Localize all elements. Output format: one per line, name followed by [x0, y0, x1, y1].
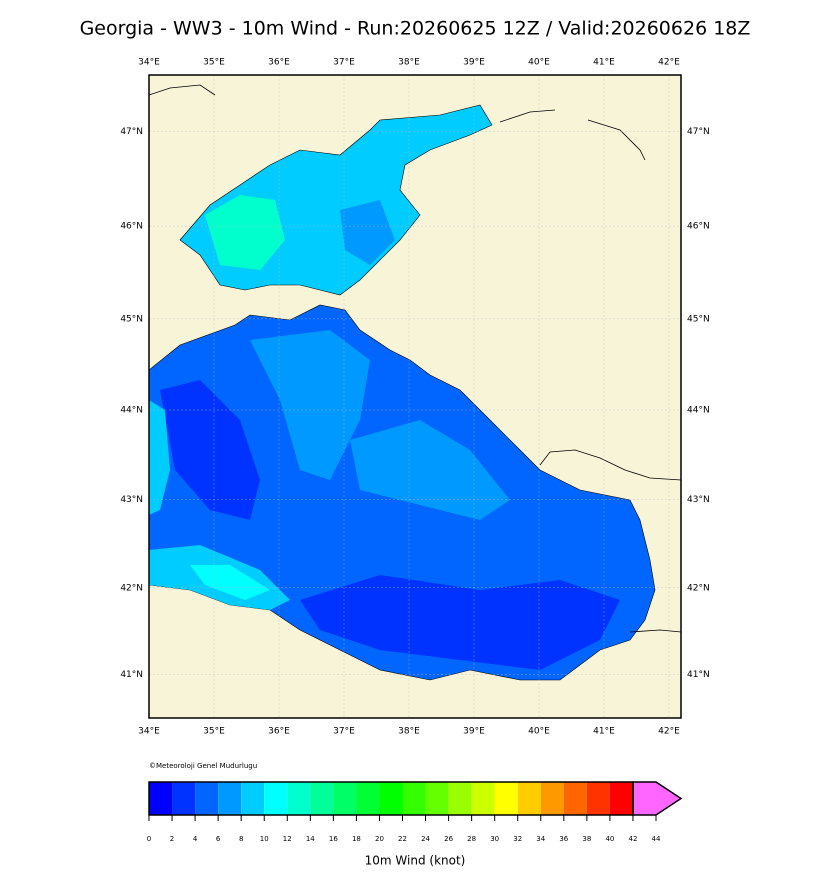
lon-label-top: 39°E: [463, 58, 485, 68]
colorbar-tick-label: 26: [444, 835, 453, 843]
colorbar-segment: [586, 782, 610, 815]
sea-wind-patch: [350, 420, 510, 520]
sea-calm-patch: [300, 575, 620, 670]
colorbar-segment: [241, 782, 265, 815]
lat-label-left: 46°N: [120, 222, 143, 232]
colorbar-segment: [471, 782, 495, 815]
colorbar-segment: [609, 782, 633, 815]
colorbar-tick-label: 8: [239, 835, 243, 843]
lon-label-bottom: 36°E: [268, 727, 290, 737]
map: [149, 75, 681, 718]
lon-label-top: 38°E: [398, 58, 420, 68]
lat-label-right: 41°N: [687, 670, 710, 680]
lon-label-bottom: 34°E: [138, 727, 160, 737]
lat-label-right: 45°N: [687, 314, 710, 324]
colorbar-tick-label: 16: [329, 835, 338, 843]
lon-label-bottom: 40°E: [528, 727, 550, 737]
colorbar-segment: [517, 782, 541, 815]
colorbar-tick-label: 20: [375, 835, 384, 843]
colorbar-tick-label: 4: [193, 835, 198, 843]
coastline: [629, 629, 681, 633]
colorbar-tick-label: 6: [216, 835, 221, 843]
lat-label-right: 44°N: [687, 406, 710, 416]
colorbar-tick-label: 44: [652, 835, 661, 843]
coastline: [499, 109, 556, 123]
colorbar-tick-label: 38: [582, 835, 591, 843]
colorbar-tick-label: 18: [352, 835, 361, 843]
lat-label-right: 42°N: [687, 583, 710, 593]
colorbar-segment: [149, 782, 173, 815]
lat-label-right: 43°N: [687, 495, 710, 505]
colorbar-tick-label: 14: [306, 835, 315, 843]
colorbar-extend: [632, 781, 683, 816]
colorbar-tick-label: 22: [398, 835, 407, 843]
colorbar-segment: [287, 782, 311, 815]
colorbar-segment: [379, 782, 403, 815]
lat-label-right: 46°N: [687, 222, 710, 232]
title: Georgia - WW3 - 10m Wind - Run:20260625 …: [80, 18, 751, 40]
colorbar-segment: [195, 782, 219, 815]
lat-label-left: 44°N: [120, 406, 143, 416]
colorbar-tick-label: 42: [628, 835, 637, 843]
copyright: ©Meteoroloji Genel Mudurlugu: [149, 762, 257, 770]
lon-label-top: 36°E: [268, 58, 290, 68]
colorbar-segment: [540, 782, 564, 815]
colorbar-tick-label: 0: [147, 835, 151, 843]
colorbar-segment: [356, 782, 380, 815]
colorbar-tick-label: 40: [605, 835, 614, 843]
lon-label-top: 37°E: [333, 58, 355, 68]
colorbar-segment: [425, 782, 449, 815]
colorbar-tick-label: 32: [513, 835, 522, 843]
colorbar-segment: [494, 782, 518, 815]
colorbar-tick-label: 30: [490, 835, 499, 843]
colorbar-segment: [448, 782, 472, 815]
lat-label-left: 45°N: [120, 314, 143, 324]
lon-label-top: 34°E: [138, 58, 160, 68]
colorbar-tick-label: 12: [283, 835, 292, 843]
map-frame: [148, 74, 682, 719]
colorbar-frame: [148, 781, 634, 816]
lon-label-bottom: 41°E: [593, 727, 615, 737]
lon-label-top: 35°E: [203, 58, 225, 68]
colorbar-tick-label: 2: [170, 835, 174, 843]
sea-wind-patch: [250, 330, 370, 480]
azov-wind-patch: [205, 195, 285, 270]
lat-label-left: 42°N: [120, 583, 143, 593]
lon-label-bottom: 37°E: [333, 727, 355, 737]
lat-label-left: 41°N: [120, 670, 143, 680]
lon-label-bottom: 35°E: [203, 727, 225, 737]
colorbar-segment: [172, 782, 196, 815]
lon-label-top: 40°E: [528, 58, 550, 68]
colorbar-segment: [264, 782, 288, 815]
colorbar-segment: [402, 782, 426, 815]
lon-label-top: 41°E: [593, 58, 615, 68]
colorbar-label: 10m Wind (knot): [365, 854, 466, 868]
lat-label-left: 43°N: [120, 495, 143, 505]
lon-label-bottom: 42°E: [658, 727, 680, 737]
lon-label-bottom: 39°E: [463, 727, 485, 737]
lat-label-left: 47°N: [120, 127, 143, 137]
colorbar-tick-label: 10: [260, 835, 269, 843]
sea-calm-patch: [160, 380, 260, 520]
coastline: [149, 84, 216, 96]
colorbar-segment: [333, 782, 357, 815]
lon-label-top: 42°E: [658, 58, 680, 68]
colorbar-tick-label: 36: [559, 835, 568, 843]
lat-label-right: 47°N: [687, 127, 710, 137]
lon-label-bottom: 38°E: [398, 727, 420, 737]
sea-wind-patch: [149, 400, 170, 515]
colorbar-segment: [563, 782, 587, 815]
sea-wind-patch: [190, 565, 270, 600]
grid: [149, 75, 681, 718]
colorbar-tick-label: 24: [421, 835, 430, 843]
azov-wind-patch: [340, 200, 395, 265]
colorbar-segment: [310, 782, 334, 815]
colorbar-tick-label: 28: [467, 835, 476, 843]
colorbar-tick-label: 34: [536, 835, 545, 843]
coastline: [539, 449, 681, 481]
colorbar-segment: [218, 782, 242, 815]
